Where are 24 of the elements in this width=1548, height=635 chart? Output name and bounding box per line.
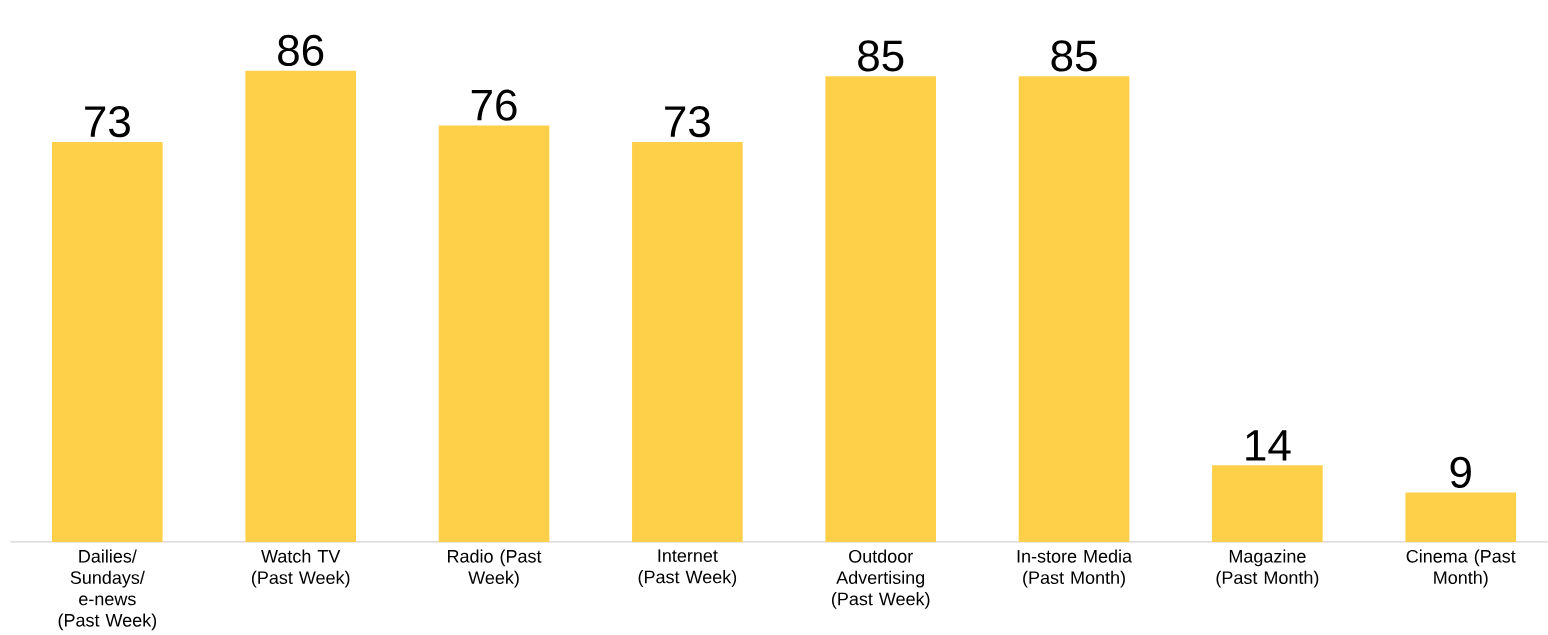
data-label: 86 bbox=[278, 34, 324, 67]
data-label: 76 bbox=[471, 89, 517, 121]
bar bbox=[1018, 76, 1130, 543]
bar bbox=[245, 70, 357, 543]
bar bbox=[1405, 492, 1517, 543]
x-tick-label: Magazine (Past Month) bbox=[1216, 549, 1319, 588]
x-tick-label: In-store Media (Past Month) bbox=[1017, 549, 1133, 588]
bar bbox=[438, 125, 550, 543]
x-tick-label: Radio (Past Week) bbox=[448, 549, 542, 588]
data-label: 73 bbox=[665, 106, 710, 138]
x-tick-label: Internet (Past Week) bbox=[638, 549, 737, 588]
data-label: 85 bbox=[858, 40, 904, 72]
data-label: 85 bbox=[1051, 40, 1097, 72]
bar bbox=[632, 142, 743, 543]
data-label: 73 bbox=[85, 106, 130, 138]
x-tick-label: Cinema (Past Month) bbox=[1406, 549, 1516, 588]
data-label: 9 bbox=[1450, 456, 1471, 489]
x-tick-label: Dailies/ Sundays/ e-news (Past Week) bbox=[58, 549, 157, 631]
bar bbox=[52, 142, 163, 543]
data-label: 14 bbox=[1246, 430, 1291, 461]
bar bbox=[825, 76, 937, 543]
x-tick-label: Watch TV (Past Week) bbox=[251, 549, 350, 588]
bar bbox=[1212, 465, 1323, 543]
x-tick-label: Outdoor Advertising (Past Week) bbox=[831, 549, 930, 610]
